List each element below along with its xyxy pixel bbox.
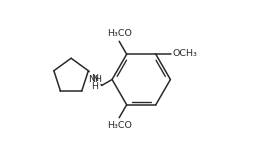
Text: N: N	[92, 74, 99, 83]
Text: H: H	[92, 82, 99, 91]
Text: NH: NH	[88, 75, 102, 84]
Text: H₃CO: H₃CO	[107, 121, 132, 130]
Text: OCH₃: OCH₃	[172, 49, 197, 58]
Text: H₃CO: H₃CO	[107, 29, 132, 38]
